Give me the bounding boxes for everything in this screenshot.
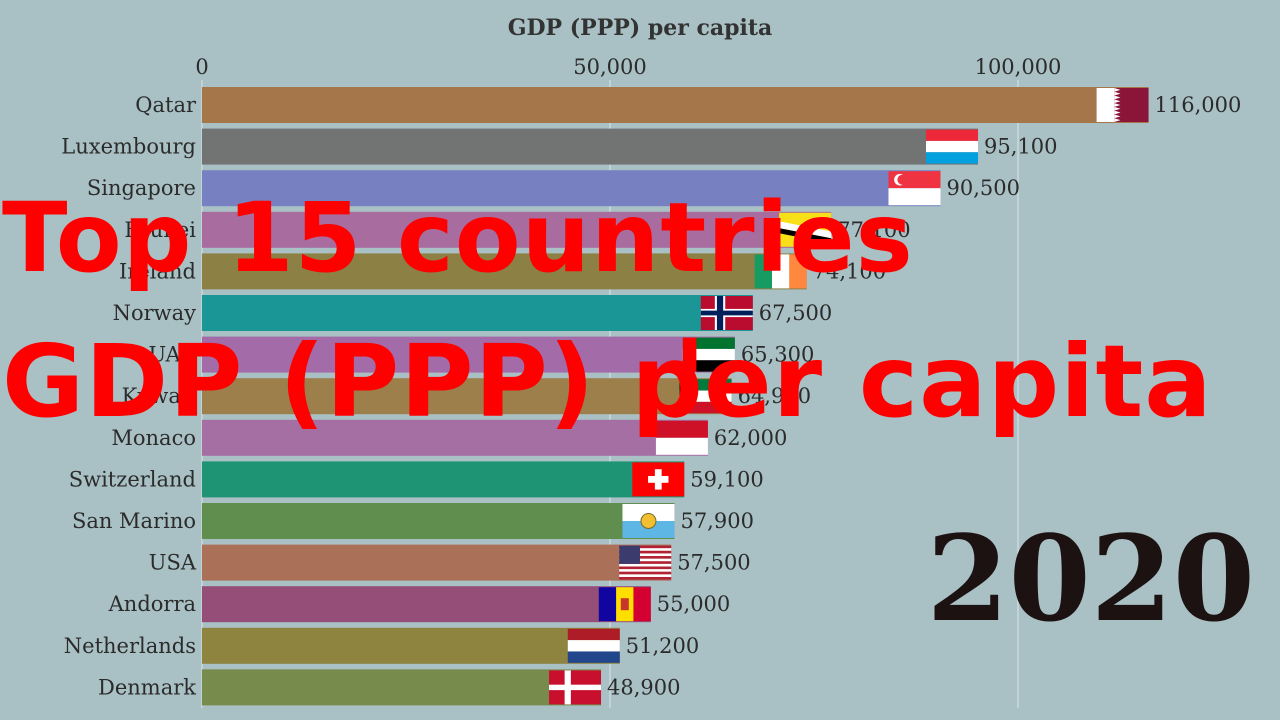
netherlands-flag-icon [567,628,620,663]
category-label-singapore: Singapore [87,176,196,200]
bar-netherlands [202,627,620,664]
value-label-singapore: 90,500 [946,176,1019,200]
category-label-usa: USA [149,551,197,575]
bar-row-luxembourg: Luxembourg 95,100 [61,128,1058,165]
kuwait-flag-icon [679,379,732,414]
category-label-denmark: Denmark [98,675,196,699]
brunei-flag-icon [779,212,832,247]
bar-andorra [202,586,651,623]
san-marino-flag-icon [622,504,675,538]
uae-flag-icon [682,337,735,372]
category-label-andorra: Andorra [108,592,196,616]
bar-kuwait [202,378,732,415]
year-label: 2020 [927,509,1255,648]
bar-row-san-marino: San Marino 57,900 [72,503,754,539]
category-label-norway: Norway [113,301,197,325]
bar-row-usa: USA 57,500 [149,544,751,581]
value-label-kuwait: 64,900 [738,384,811,408]
x-axis-ticks: 0 50,000 100,000 [195,55,1061,79]
bar-row-uae: UAE 65,300 [148,336,814,373]
bar-row-qatar: Qatar 116,000 [135,87,1241,123]
value-label-switzerland: 59,100 [690,467,763,491]
bar-row-andorra: Andorra 55,000 [108,586,730,623]
category-label-netherlands: Netherlands [64,634,196,658]
value-label-luxembourg: 95,100 [984,135,1057,159]
category-label-monaco: Monaco [111,426,196,450]
denmark-flag-icon [549,670,602,705]
monaco-flag-icon [655,420,708,455]
category-label-luxembourg: Luxembourg [61,135,196,159]
category-label-san-marino: San Marino [72,509,196,533]
bar-row-brunei: Brunei 77,100 [124,211,911,248]
bar-row-denmark: Denmark 48,900 [98,669,681,706]
bar-luxembourg [202,128,979,165]
category-label-switzerland: Switzerland [69,467,196,491]
singapore-flag-icon [888,171,941,206]
value-label-denmark: 48,900 [607,675,680,699]
value-label-brunei: 77,100 [837,218,910,242]
bar-row-netherlands: Netherlands 51,200 [64,627,699,664]
value-label-usa: 57,500 [677,551,750,575]
switzerland-flag-icon [632,462,685,497]
norway-flag-icon [700,296,753,330]
bar-ireland [202,253,807,290]
category-label-uae: UAE [148,343,196,367]
bar-singapore [202,170,941,207]
bar-san-marino [202,503,675,539]
x-tick-label-0: 0 [195,55,208,79]
value-label-ireland: 74,100 [813,259,886,283]
category-label-qatar: Qatar [135,93,197,117]
bar-row-ireland: Ireland 74,100 [119,253,886,290]
bar-uae [202,336,735,373]
bar-brunei [202,211,832,248]
qatar-flag-icon [1096,88,1149,122]
category-label-kuwait: Kuwait [122,384,197,408]
chart-title: GDP (PPP) per capita [508,15,773,41]
x-tick-label-1: 50,000 [573,55,646,79]
overlay-title-line-1: Top 15 countries [2,182,914,294]
category-label-ireland: Ireland [119,259,196,283]
bar-row-monaco: Monaco 62,000 [111,419,787,456]
bar-row-singapore: Singapore 90,500 [87,170,1020,207]
bar-row-switzerland: Switzerland 59,100 [69,461,764,498]
usa-flag-icon [619,545,672,580]
bar-qatar [202,87,1149,123]
bar-usa [202,544,672,581]
bar-switzerland [202,461,685,498]
value-label-uae: 65,300 [741,343,814,367]
x-tick-label-2: 100,000 [975,55,1062,79]
luxembourg-flag-icon [926,129,979,164]
value-label-andorra: 55,000 [657,592,730,616]
value-label-norway: 67,500 [759,301,832,325]
value-label-monaco: 62,000 [714,426,787,450]
bar-row-kuwait: Kuwait 64,900 [122,378,811,415]
overlay-title-line-2: GDP (PPP) per capita [2,323,1213,440]
andorra-flag-icon [598,587,651,622]
value-label-qatar: 116,000 [1155,93,1242,117]
bar-row-norway: Norway 67,500 [113,295,832,331]
bar-norway [202,295,753,331]
bars: Qatar 116,000 Luxembourg 95,100 Singapore 90,… [61,87,1241,706]
bar-monaco [202,419,708,456]
bar-denmark [202,669,602,706]
value-label-netherlands: 51,200 [626,634,699,658]
value-label-san-marino: 57,900 [680,509,753,533]
ireland-flag-icon [754,254,807,289]
category-label-brunei: Brunei [124,218,196,242]
